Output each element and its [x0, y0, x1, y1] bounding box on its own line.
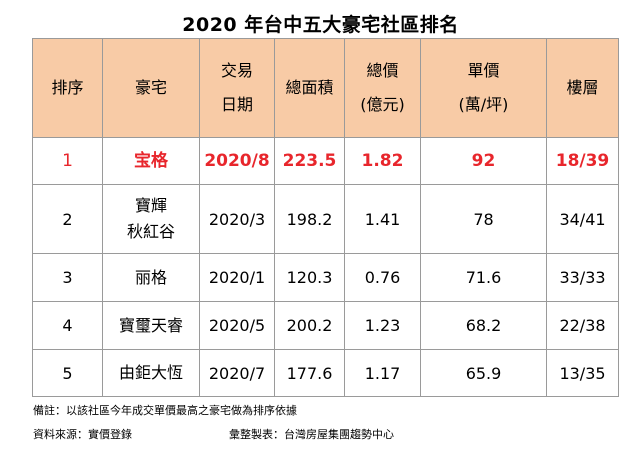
header-date: 交易 日期 [199, 38, 275, 138]
cell-date: 2020/5 [199, 301, 275, 350]
table-row: 3 丽格 2020/1 120.3 0.76 71.6 33/33 [32, 253, 619, 302]
cell-floor: 33/33 [546, 253, 619, 302]
cell-floor: 18/39 [546, 137, 619, 185]
cell-unit: 71.6 [420, 253, 547, 302]
cell-date: 2020/3 [199, 184, 275, 254]
cell-total: 1.17 [344, 349, 421, 397]
cell-name-line: 寶璽天睿 [118, 315, 183, 335]
header-rank: 排序 [32, 38, 103, 138]
cell-name: 寶璽天睿 [102, 301, 200, 350]
header-area: 總面積 [274, 38, 345, 138]
cell-rank: 3 [32, 253, 103, 302]
cell-date: 2020/7 [199, 349, 275, 397]
source-note: 資料來源：實價登錄 [33, 428, 132, 441]
cell-area: 223.5 [274, 137, 345, 185]
cell-name: 寶輝 秋紅谷 [102, 184, 200, 254]
cell-name-line: 寶輝 [134, 196, 167, 215]
cell-total: 1.23 [344, 301, 421, 350]
cell-date: 2020/1 [199, 253, 275, 302]
cell-area: 177.6 [274, 349, 345, 397]
cell-total: 1.82 [344, 137, 421, 185]
cell-rank: 5 [32, 349, 103, 397]
cell-unit: 78 [420, 184, 547, 254]
ranking-table: 排序 豪宅 交易 日期 總面積 總價 (億元) 單價 (萬/坪) 樓層 1 宝格… [32, 38, 619, 397]
cell-total: 0.76 [344, 253, 421, 302]
cell-name: 由鉅大恆 [102, 349, 200, 397]
header-date-line2: 日期 [220, 95, 253, 114]
cell-name-line: 宝格 [134, 151, 168, 171]
cell-rank: 1 [32, 137, 103, 185]
header-unit-line2: (萬/坪) [458, 95, 509, 114]
compiler-note: 彙整製表：台灣房屋集團趨勢中心 [229, 428, 394, 441]
header-total-price: 總價 (億元) [344, 38, 421, 138]
cell-unit: 65.9 [420, 349, 547, 397]
table-row: 5 由鉅大恆 2020/7 177.6 1.17 65.9 13/35 [32, 349, 619, 397]
cell-rank: 2 [32, 184, 103, 254]
cell-name-line: 丽格 [134, 267, 167, 287]
remark-note: 備註：以該社區今年成交單價最高之豪宅做為排序依據 [33, 404, 297, 417]
cell-total: 1.41 [344, 184, 421, 254]
table-row: 4 寶璽天睿 2020/5 200.2 1.23 68.2 22/38 [32, 301, 619, 350]
table-row: 2 寶輝 秋紅谷 2020/3 198.2 1.41 78 34/41 [32, 184, 619, 254]
cell-floor: 13/35 [546, 349, 619, 397]
header-name: 豪宅 [102, 38, 200, 138]
cell-unit: 92 [420, 137, 547, 185]
header-unit-price: 單價 (萬/坪) [420, 38, 547, 138]
cell-name: 丽格 [102, 253, 200, 302]
cell-unit: 68.2 [420, 301, 547, 350]
header-row: 排序 豪宅 交易 日期 總面積 總價 (億元) 單價 (萬/坪) 樓層 [32, 38, 619, 138]
cell-name-line: 由鉅大恆 [118, 363, 183, 382]
cell-floor: 22/38 [546, 301, 619, 350]
header-total-line2: (億元) [360, 95, 405, 114]
cell-name: 宝格 [102, 137, 200, 185]
cell-area: 200.2 [274, 301, 345, 350]
header-date-line1: 交易 [220, 61, 253, 80]
cell-area: 120.3 [274, 253, 345, 302]
header-floor: 樓層 [546, 38, 619, 138]
cell-floor: 34/41 [546, 184, 619, 254]
cell-rank: 4 [32, 301, 103, 350]
table-title: 2020 年台中五大豪宅社區排名 [182, 14, 459, 36]
table-row: 1 宝格 2020/8 223.5 1.82 92 18/39 [32, 137, 619, 185]
cell-date: 2020/8 [199, 137, 275, 185]
cell-area: 198.2 [274, 184, 345, 254]
header-unit-line1: 單價 [467, 61, 500, 80]
header-total-line1: 總價 [366, 61, 399, 80]
cell-name-line: 秋紅谷 [126, 222, 175, 241]
